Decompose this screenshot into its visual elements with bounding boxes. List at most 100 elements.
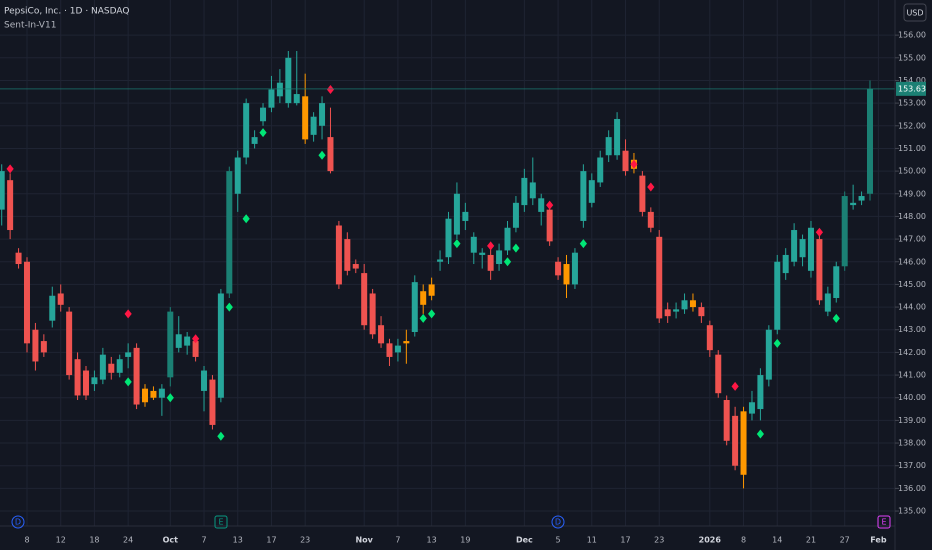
candle-body: [487, 254, 494, 271]
candle-body: [512, 202, 519, 228]
candle-body: [386, 343, 393, 357]
candle-body: [83, 370, 89, 396]
candle-body: [774, 261, 781, 330]
signal-marker: [773, 338, 781, 348]
currency-button[interactable]: [903, 3, 927, 22]
signal-marker: [579, 239, 587, 249]
candle-body: [698, 307, 705, 317]
x-tick-label: Feb: [870, 536, 887, 545]
last-price-box: [896, 81, 926, 96]
candle-body: [403, 341, 410, 344]
event-label: E: [218, 518, 223, 527]
x-tick-label: 13: [427, 536, 437, 545]
candle-body: [462, 211, 469, 221]
candle-body: [597, 157, 604, 183]
candle-body: [824, 293, 831, 312]
candle-body: [816, 239, 823, 301]
candle-body: [445, 218, 452, 258]
x-tick-label: 19: [460, 536, 470, 545]
candle-body: [496, 250, 503, 265]
event-badge[interactable]: [214, 515, 228, 529]
signal-marker: [166, 393, 174, 403]
x-tick-label: Oct: [163, 536, 179, 545]
indicator-name: Sent-In-V11: [4, 21, 56, 31]
candle-body: [732, 415, 739, 466]
candle-body: [765, 329, 772, 380]
x-tick-label: Dec: [516, 536, 533, 545]
signal-marker: [647, 182, 655, 192]
x-tick-label: 27: [840, 536, 850, 545]
y-tick-label: 147.00: [898, 235, 926, 244]
candle-body: [850, 202, 857, 206]
candle-body: [647, 211, 654, 228]
candle-body: [555, 261, 562, 276]
candle-body: [32, 329, 39, 362]
currency-label[interactable]: USD: [906, 9, 923, 18]
x-tick-label: 7: [201, 536, 206, 545]
signal-marker: [546, 200, 554, 210]
candle-body: [226, 171, 233, 294]
candle-body: [782, 254, 789, 274]
candle-body: [673, 309, 680, 312]
y-tick-label: 138.00: [898, 439, 926, 448]
candle-body: [125, 352, 132, 357]
candle-body: [546, 209, 553, 242]
candle-body: [217, 293, 224, 398]
candle-body: [538, 198, 545, 212]
event-badge[interactable]: [877, 515, 891, 529]
signal-marker: [242, 214, 250, 224]
y-tick-label: 137.00: [898, 461, 926, 470]
candle-body: [748, 402, 755, 414]
x-tick-label: 23: [300, 536, 310, 545]
candle-body: [302, 96, 309, 140]
y-tick-label: 149.00: [898, 189, 926, 198]
candle-body: [394, 345, 401, 353]
event-badge[interactable]: [551, 515, 565, 529]
candle-body: [344, 239, 351, 271]
y-tick-label: 136.00: [898, 484, 926, 493]
candle-body: [260, 107, 267, 122]
signal-marker: [815, 227, 824, 237]
signal-marker: [503, 257, 512, 267]
x-tick-label: 11: [587, 536, 597, 545]
candle-body: [866, 88, 873, 194]
candle-body: [799, 239, 806, 258]
candle-body: [327, 137, 334, 172]
signal-marker: [124, 377, 132, 387]
chart-title: PepsiCo, Inc. · 1D · NASDAQ: [4, 7, 130, 17]
candle-body: [664, 309, 671, 317]
y-tick-label: 144.00: [898, 303, 926, 312]
signal-marker: [419, 313, 427, 323]
candle-body: [479, 252, 486, 255]
candle-body: [184, 336, 191, 346]
last-price-label: 153.63: [898, 84, 926, 93]
candle-body: [91, 377, 98, 385]
candle-body: [108, 363, 115, 373]
event-label: E: [881, 518, 886, 527]
y-tick-label: 153.00: [898, 99, 926, 108]
candle-body: [369, 293, 376, 335]
candle-body: [757, 375, 764, 410]
candle-body: [706, 325, 713, 351]
candle-body: [807, 227, 814, 271]
candle-body: [234, 157, 241, 194]
candle-body: [133, 347, 140, 405]
event-badges: D E D E: [11, 515, 891, 529]
candle-body: [453, 193, 460, 235]
candle-body: [7, 180, 14, 231]
event-label: D: [15, 518, 21, 527]
x-tick-label: 18: [89, 536, 99, 545]
candle-body: [251, 137, 258, 144]
signal-marker: [191, 334, 200, 344]
x-tick-label: 17: [266, 536, 276, 545]
candle-body: [681, 300, 688, 310]
event-badge[interactable]: [11, 515, 25, 529]
signal-marker: [326, 85, 335, 95]
candle-body: [639, 175, 646, 212]
y-tick-label: 143.00: [898, 325, 926, 334]
candle-body: [378, 325, 385, 344]
candle-body: [580, 171, 587, 221]
candle-body: [310, 116, 317, 135]
